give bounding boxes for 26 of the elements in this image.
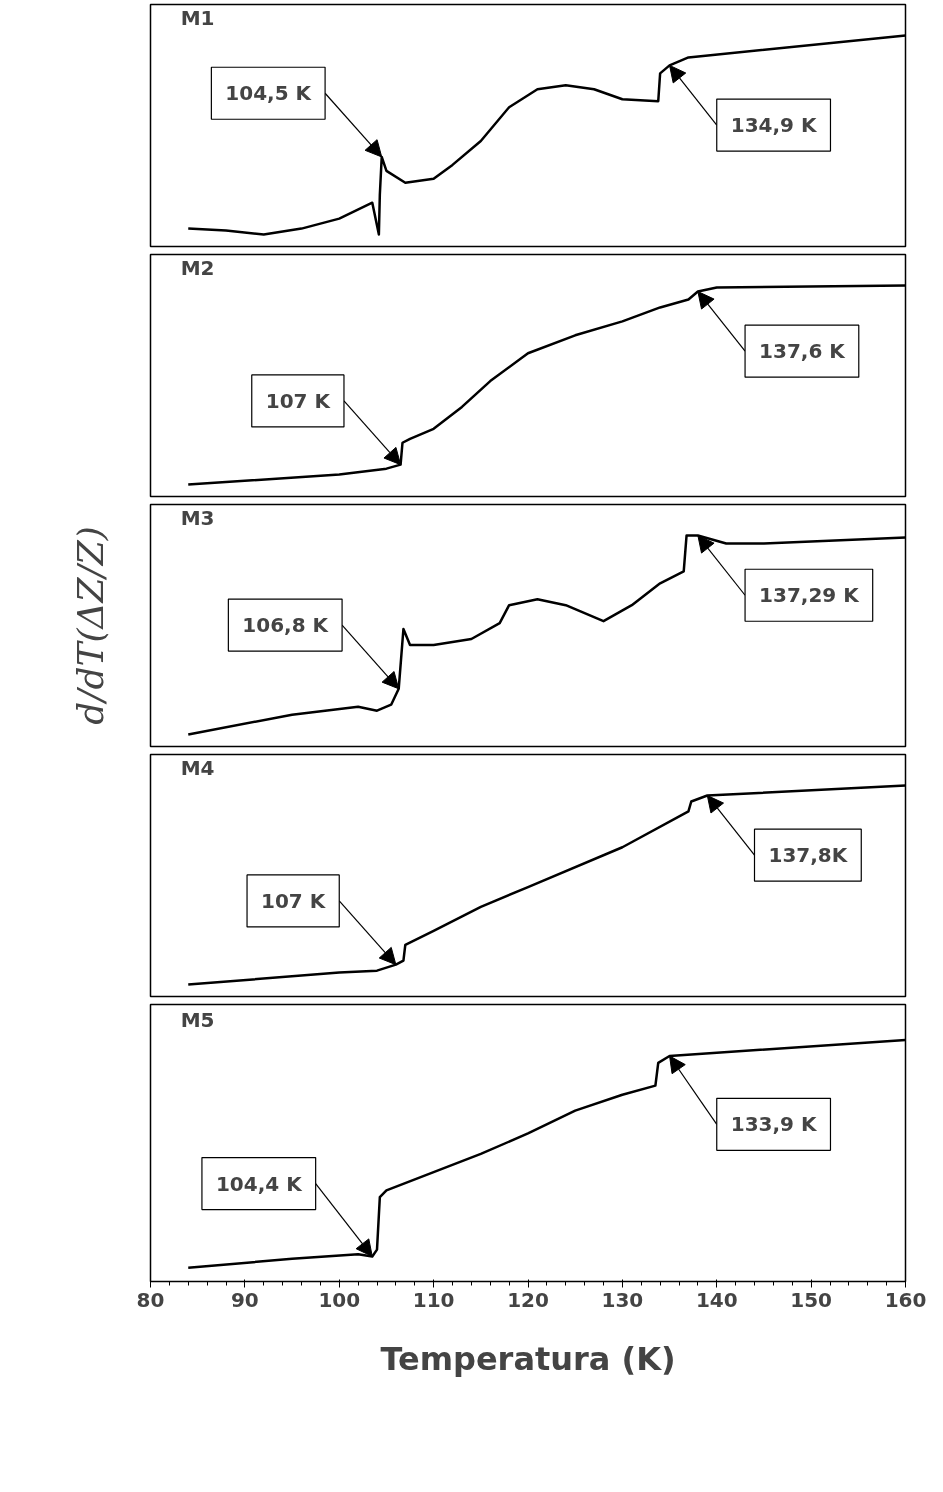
text: M1 xyxy=(180,5,215,30)
x-tick-label: 80 xyxy=(136,1287,165,1312)
annotation: 106,8 K xyxy=(242,613,330,638)
text: M5 xyxy=(180,1007,215,1032)
x-tick-label: 150 xyxy=(790,1287,832,1312)
annotation: 137,8K xyxy=(768,843,849,868)
annotation: 104,5 K xyxy=(225,81,313,106)
annotation: 137,29 K xyxy=(759,583,861,608)
x-tick-label: 130 xyxy=(601,1287,644,1312)
text: M2 xyxy=(180,255,215,280)
x-tick-label: 120 xyxy=(507,1287,549,1312)
x-tick-label: 110 xyxy=(412,1287,455,1312)
x-tick-label: 160 xyxy=(884,1287,927,1312)
x-tick-label: 140 xyxy=(695,1287,738,1312)
annotation: 107 K xyxy=(261,888,327,913)
x-axis-title: Temperatura (K) xyxy=(380,1339,676,1378)
annotation: 104,4 K xyxy=(215,1171,304,1196)
annotation: 133,9 K xyxy=(730,1112,818,1137)
annotation: 107 K xyxy=(265,388,332,413)
text: M4 xyxy=(180,755,215,780)
annotation: 137,6 K xyxy=(759,339,847,364)
y-axis-title: d/dT(ΔZ/Z) xyxy=(69,526,111,725)
x-tick-label: 100 xyxy=(318,1287,361,1312)
annotation: 134,9 K xyxy=(730,113,818,138)
x-tick-label: 90 xyxy=(230,1287,259,1312)
text: M3 xyxy=(180,505,215,530)
